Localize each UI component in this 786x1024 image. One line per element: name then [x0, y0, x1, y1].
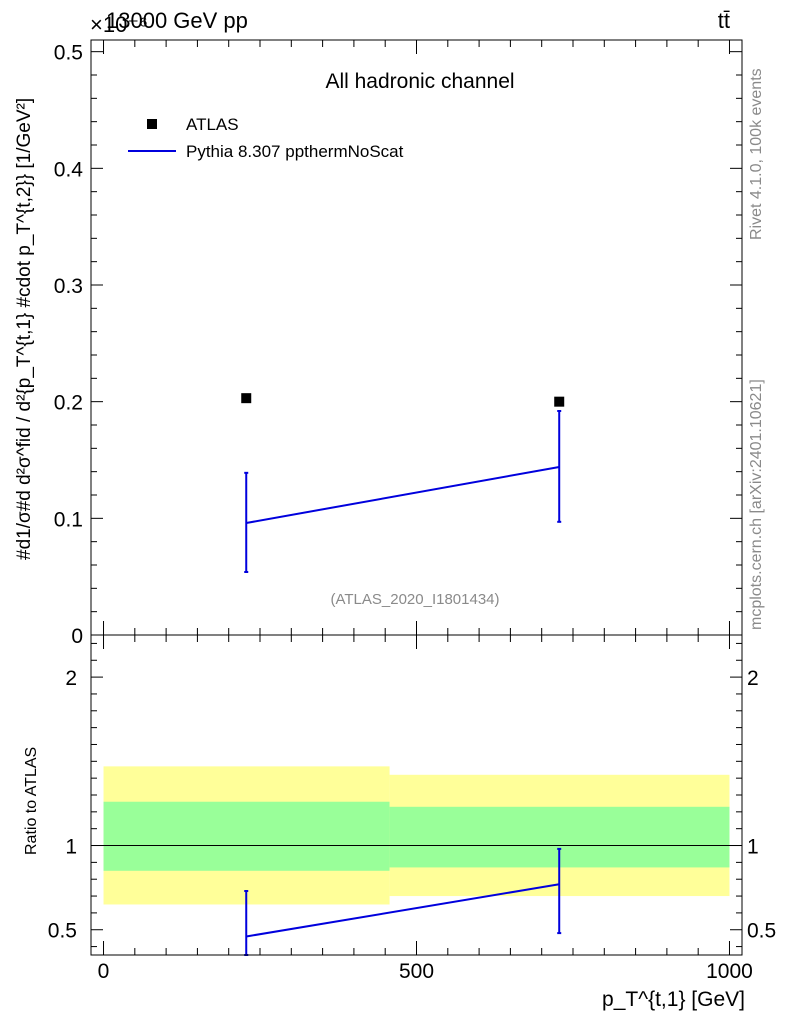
main-y-tick-label: 0.3 — [54, 275, 83, 298]
ratio-frame — [90, 634, 743, 956]
legend: ATLAS Pythia 8.307 ppthermNoScat — [128, 115, 404, 161]
ratio-panel: 0.5 0.5 1 1 2 2 0 500 1000 Ratio to ATLAS p_T^{t… — [23, 634, 776, 1011]
main-y-tick-label-zero: 0 — [71, 625, 83, 648]
main-ticks: 0.1 0.2 0.3 0.4 0.5 0 — [54, 40, 742, 648]
ratio-y-tick-label-right: 1 — [747, 836, 759, 859]
ratio-y-tick-label-right: 0.5 — [747, 920, 776, 943]
main-marks — [241, 393, 565, 573]
mcplots-label: mcplots.cern.ch [arXiv:2401.10621] — [748, 379, 765, 630]
main-y-tick-label: 0.2 — [54, 392, 83, 415]
legend-label-atlas: ATLAS — [186, 115, 239, 134]
x-tick-label: 500 — [399, 960, 434, 983]
atlas-point — [241, 393, 252, 404]
x-tick-label: 1000 — [706, 960, 753, 983]
ratio-y-tick-label: 2 — [65, 667, 77, 690]
x-tick-label: 0 — [98, 960, 110, 983]
ratio-pythia-line — [246, 883, 560, 938]
atlas-point — [554, 396, 565, 407]
legend-label-pythia: Pythia 8.307 ppthermNoScat — [186, 142, 404, 161]
main-y-label: #d1/σ#d d²σ^fid / d²{p_T^{t,1} #cdot p_T… — [14, 98, 35, 560]
ratio-y-tick-label: 1 — [65, 836, 77, 859]
ratio-y-tick-label: 0.5 — [48, 920, 77, 943]
pythia-line — [246, 466, 560, 524]
legend-marker-atlas — [147, 119, 157, 129]
x-axis-label: p_T^{t,1} [GeV] — [602, 988, 745, 1011]
main-y-tick-label: 0.5 — [54, 42, 83, 65]
main-y-tick-label: 0.1 — [54, 508, 83, 531]
energy-label: 13000 GeV pp — [106, 8, 248, 33]
main-y-tick-label: 0.4 — [54, 158, 84, 181]
main-title: All hadronic channel — [325, 70, 514, 93]
exponent-label: ×10⁻⁶ — [90, 12, 148, 37]
ratio-bands — [103, 766, 730, 905]
ratio-y-label: Ratio to ATLAS — [23, 747, 40, 855]
watermark-label: (ATLAS_2020_I1801434) — [330, 591, 499, 608]
main-panel: All hadronic channel (ATLAS_2020_I180143… — [14, 39, 743, 648]
ratio-ticks: 0.5 0.5 1 1 2 2 0 500 1000 — [48, 635, 776, 983]
rivet-label: Rivet 4.1.0, 100k events — [748, 68, 765, 240]
process-label: tt̄ — [718, 8, 730, 33]
ratio-y-tick-label-right: 2 — [747, 667, 759, 690]
ratio-band-1sigma — [103, 801, 390, 871]
